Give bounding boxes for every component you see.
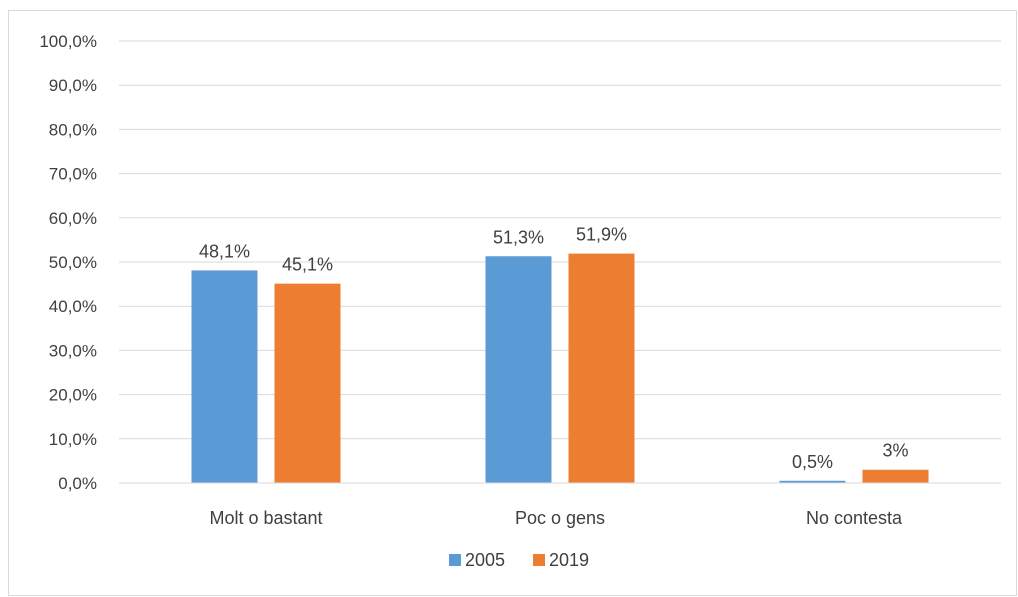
bar-2019-0 [274, 283, 341, 483]
data-label: 3% [882, 441, 908, 461]
x-tick-label: Molt o bastant [209, 508, 322, 528]
legend: 2005 2019 [449, 550, 589, 570]
y-tick-label: 0,0% [58, 474, 97, 493]
y-axis-ticks: 0,0% 10,0% 20,0% 30,0% 40,0% 50,0% 60,0% 70,0% 8… [39, 32, 97, 493]
y-tick-label: 30,0% [49, 341, 97, 360]
data-label: 51,9% [576, 225, 627, 245]
x-axis-ticks: Molt o bastant Poc o gens No contesta [119, 482, 1001, 528]
y-tick-label: 100,0% [39, 32, 97, 51]
bar-2005-0 [191, 270, 258, 483]
y-tick-label: 40,0% [49, 297, 97, 316]
legend-label: 2005 [465, 550, 505, 570]
y-tick-label: 90,0% [49, 76, 97, 95]
bar-2005-2 [779, 480, 846, 483]
legend-swatch-2019 [533, 554, 545, 566]
data-label: 51,3% [493, 227, 544, 247]
bar-2019-1 [568, 253, 635, 483]
chart-border [8, 10, 1017, 596]
data-label: 0,5% [792, 452, 833, 472]
bars [191, 253, 929, 483]
y-tick-label: 20,0% [49, 386, 97, 405]
data-labels: 48,1% 45,1% 51,3% 51,9% 0,5% 3% [199, 225, 909, 472]
x-tick-label: Poc o gens [515, 508, 605, 528]
legend-label: 2019 [549, 550, 589, 570]
y-tick-label: 50,0% [49, 253, 97, 272]
data-label: 48,1% [199, 241, 250, 261]
y-tick-label: 70,0% [49, 165, 97, 184]
legend-swatch-2005 [449, 554, 461, 566]
bar-2019-2 [862, 469, 929, 483]
y-tick-label: 80,0% [49, 120, 97, 139]
y-tick-label: 10,0% [49, 430, 97, 449]
data-label: 45,1% [282, 255, 333, 275]
y-tick-label: 60,0% [49, 209, 97, 228]
bar-2005-1 [485, 256, 552, 483]
x-tick-label: No contesta [806, 508, 903, 528]
